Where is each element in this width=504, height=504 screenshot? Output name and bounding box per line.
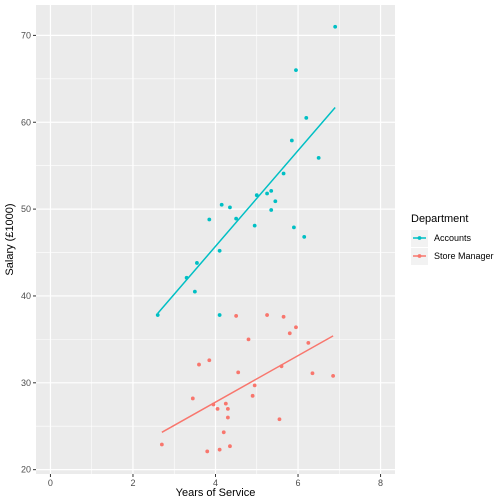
accounts-point — [219, 202, 224, 207]
store-manager-point — [228, 444, 232, 449]
y-tick-label: 70 — [21, 30, 31, 40]
axes: 0 2 4 6 8 20 30 40 50 60 70 — [21, 30, 383, 488]
store-manager-point — [205, 449, 210, 454]
accounts-point — [304, 116, 309, 120]
store-manager-point — [215, 406, 220, 411]
x-axis-title: Years of Service — [176, 487, 256, 499]
accounts-point — [281, 171, 286, 176]
accounts-point — [234, 216, 239, 221]
store-manager-point — [252, 383, 257, 388]
data-points — [155, 24, 338, 454]
store-manager-point — [190, 396, 195, 401]
store-manager-point — [211, 402, 216, 407]
accounts-point — [217, 248, 222, 253]
legend-items: Accounts Store Manager — [411, 230, 494, 265]
store-manager-point — [236, 370, 241, 375]
x-tick-label: 8 — [378, 478, 383, 488]
accounts-point — [252, 223, 257, 228]
legend-label-accounts: Accounts — [434, 233, 472, 243]
store-manager-point — [281, 314, 286, 319]
x-tick-label: 4 — [213, 478, 218, 488]
store-manager-point — [217, 447, 222, 452]
y-tick-label: 30 — [21, 378, 31, 388]
store-manager-point — [306, 340, 311, 345]
store-manager-point — [294, 325, 298, 330]
y-tick-label: 40 — [21, 291, 31, 301]
legend: Department Accounts Store Manager — [411, 213, 494, 265]
grid-lines — [36, 5, 395, 474]
store-manager-point — [310, 371, 315, 376]
accounts-point — [273, 199, 278, 204]
store-manager-point — [223, 401, 228, 406]
y-tick-label: 20 — [21, 465, 31, 475]
legend-label-store-manager: Store Manager — [434, 251, 494, 261]
accounts-point — [155, 313, 160, 317]
store-manager-point — [207, 358, 212, 363]
accounts-point — [217, 313, 222, 317]
accounts-point — [265, 191, 269, 196]
store-manager-point — [265, 313, 269, 317]
store-manager-point — [225, 415, 230, 420]
accounts-point — [254, 193, 259, 198]
store-manager-point — [197, 362, 201, 367]
x-tick-label: 2 — [130, 478, 135, 488]
accounts-point — [228, 205, 232, 210]
accounts-point — [195, 261, 199, 265]
store-manager-point — [277, 417, 282, 422]
y-axis-title: Salary (£1000) — [4, 203, 16, 275]
x-tick-label: 6 — [296, 478, 301, 488]
legend-point-accounts — [417, 236, 422, 240]
accounts-point — [294, 68, 298, 73]
store-manager-point — [250, 393, 255, 398]
accounts-point — [207, 217, 212, 222]
accounts-point — [269, 188, 274, 193]
store-manager-point — [279, 364, 284, 369]
legend-point-store-manager — [417, 254, 422, 258]
accounts-point — [333, 24, 338, 29]
accounts-point — [316, 155, 321, 160]
y-tick-label: 50 — [21, 204, 31, 214]
store-manager-point — [159, 442, 164, 447]
accounts-point — [302, 234, 307, 239]
store-manager-point — [234, 314, 239, 318]
store-manager-point — [221, 430, 226, 435]
accounts-point — [192, 289, 197, 294]
y-tick-label: 60 — [21, 117, 31, 127]
accounts-point — [269, 208, 274, 212]
accounts-point — [292, 225, 296, 230]
store-manager-point — [287, 331, 292, 336]
store-manager-point — [331, 373, 336, 378]
accounts-point — [184, 275, 189, 280]
legend-title: Department — [411, 213, 468, 225]
store-manager-point — [225, 406, 230, 411]
x-tick-label: 0 — [48, 478, 53, 488]
store-manager-point — [246, 337, 251, 342]
accounts-point — [289, 138, 294, 143]
store-manager-fit-line — [161, 335, 334, 433]
